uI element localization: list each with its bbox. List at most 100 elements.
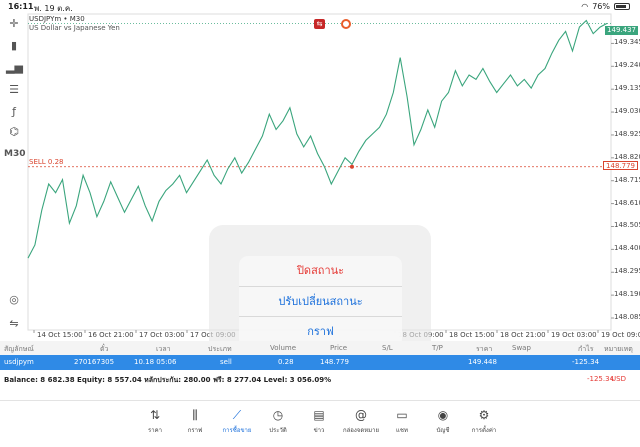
- col-sl: S/L: [382, 344, 393, 352]
- row-volume: 0.28: [278, 358, 294, 366]
- tab-mailbox[interactable]: @ กล่องจดหมาย: [341, 407, 381, 435]
- sell-price-tag: 148.779: [603, 161, 638, 170]
- tab-settings[interactable]: ⚙ การตั้งค่า: [464, 407, 504, 435]
- account-icon: ◉: [437, 408, 449, 422]
- position-row[interactable]: usdjpym 270167305 10.18 05:06 sell 0.28 …: [0, 355, 640, 370]
- battery-percent: 76%: [592, 2, 610, 11]
- quotes-icon: ⇅: [149, 408, 161, 422]
- tab-chart[interactable]: ⫼ กราฟ: [175, 407, 215, 435]
- price-series-line: [27, 19, 608, 259]
- bottom-tab-bar: ⇅ ราคา ⫼ กราฟ ⟋ การซื้อขาย ◷ ประวัติ ▤ ข่าว @…: [0, 400, 640, 447]
- trading-view-icon[interactable]: ◎: [9, 293, 19, 306]
- x-tick-label: 16 Oct 21:00: [88, 331, 134, 339]
- chart-symbol: USDJPYm • M30: [29, 15, 85, 23]
- col-current: ราคา: [476, 345, 493, 353]
- status-time: 16:11: [8, 2, 34, 11]
- x-tick-label: 19 Oct 09:00: [601, 331, 640, 339]
- col-swap: Swap: [512, 344, 531, 352]
- mailbox-icon: @: [355, 408, 367, 422]
- settings-icon: ⚙: [478, 408, 490, 422]
- col-symbol: สัญลักษณ์: [4, 345, 34, 353]
- x-tick-label: 17 Oct 03:00: [139, 331, 185, 339]
- y-tick-label: 148.505: [614, 221, 640, 230]
- col-ticket: ตั๋ว: [100, 345, 109, 353]
- y-tick-label: 148.820: [614, 152, 640, 161]
- chart-header: USDJPYm • M30 US Dollar vs Japanese Yen: [29, 15, 120, 33]
- total-profit: -125.34: [586, 375, 614, 383]
- balance-text: Balance: 8 682.38 Equity: 8 557.04 หลักป…: [4, 376, 332, 384]
- row-time: 10.18 05:06: [134, 358, 177, 366]
- row-type: sell: [220, 358, 232, 366]
- chart-icon: ⫼: [192, 408, 198, 422]
- row-ticket: 270167305: [74, 358, 115, 366]
- row-current: 149.448: [468, 358, 497, 366]
- shapes-icon[interactable]: ⌬: [9, 125, 19, 138]
- sell-order-label: SELL 0.28: [29, 158, 64, 166]
- y-tick-label: 148.925: [614, 129, 640, 138]
- chart-description: US Dollar vs Japanese Yen: [29, 24, 120, 32]
- chart-button[interactable]: กราฟ: [307, 325, 334, 339]
- tab-news[interactable]: ▤ ข่าว: [299, 407, 339, 435]
- tab-chart-label: กราฟ: [187, 427, 203, 434]
- col-price: Price: [330, 344, 348, 352]
- x-tick-label: 18 Oct 15:00: [449, 331, 495, 339]
- position-action-sheet: ปิดสถานะ ปรับเปลี่ยนสถานะ กราฟ: [239, 256, 402, 348]
- tab-chat[interactable]: ▭ แชท: [382, 407, 422, 435]
- tab-history-label: ประวัติ: [269, 427, 287, 434]
- candles-icon[interactable]: ▮: [10, 39, 18, 52]
- positions-table-header: สัญลักษณ์ ตั๋ว เวลา ประเภท Volume Price …: [0, 341, 640, 355]
- tab-account-label: บัญชี: [436, 427, 450, 434]
- tab-history[interactable]: ◷ ประวัติ: [258, 407, 298, 435]
- col-tp: T/P: [432, 344, 443, 352]
- y-tick-label: 149.030: [614, 107, 640, 116]
- y-tick-label: 148.610: [614, 198, 640, 207]
- col-time: เวลา: [156, 345, 171, 353]
- flag-icon[interactable]: ⇆: [314, 19, 325, 29]
- crosshair-icon[interactable]: ✛: [9, 17, 19, 30]
- tab-chat-label: แชท: [396, 427, 408, 434]
- chart-indicators: ⇆: [314, 19, 351, 29]
- battery-fill: [616, 5, 626, 8]
- tab-trade-label: การซื้อขาย: [222, 427, 252, 434]
- y-tick-label: 148.715: [614, 175, 640, 184]
- account-summary: Balance: 8 682.38 Equity: 8 557.04 หลักป…: [0, 372, 640, 386]
- chart-toolbar: ✛ ▮ ▂▅ ☰ ƒ ⌬ M30 ◎ ⇋: [0, 14, 28, 330]
- status-bar: 16:11 พ. 19 ต.ค. ◠ 76%: [0, 0, 640, 14]
- tab-quotes-label: ราคา: [148, 427, 162, 434]
- col-comment: หมายเหตุ: [604, 345, 633, 353]
- col-profit: กำไร: [578, 345, 594, 353]
- y-tick-label: 149.240: [614, 61, 640, 70]
- tab-trade[interactable]: ⟋ การซื้อขาย: [217, 407, 257, 435]
- tab-settings-label: การตั้งค่า: [471, 427, 497, 434]
- close-position-button[interactable]: ปิดสถานะ: [239, 256, 402, 287]
- account-currency: USD: [611, 375, 626, 383]
- news-icon: ▤: [313, 408, 325, 422]
- y-tick-label: 148.400: [614, 244, 640, 253]
- row-price: 148.779: [320, 358, 349, 366]
- tab-quotes[interactable]: ⇅ ราคา: [135, 407, 175, 435]
- tab-news-label: ข่าว: [313, 427, 325, 434]
- objects-icon[interactable]: ☰: [9, 83, 19, 96]
- x-tick-label: 19 Oct 03:00: [551, 331, 597, 339]
- indicator-f-icon[interactable]: ƒ: [12, 105, 16, 118]
- y-tick-label: 148.085: [614, 313, 640, 321]
- bars-icon[interactable]: ▂▅: [6, 61, 23, 74]
- tab-account[interactable]: ◉ บัญชี: [423, 407, 463, 435]
- refresh-circle-icon[interactable]: [341, 19, 351, 29]
- battery-icon: [614, 3, 630, 10]
- status-date: พ. 19 ต.ค.: [34, 4, 73, 13]
- timeframe-button[interactable]: M30: [4, 149, 26, 159]
- history-icon: ◷: [272, 408, 284, 422]
- row-profit: -125.34: [572, 358, 600, 366]
- chat-icon: ▭: [396, 408, 408, 422]
- y-tick-label: 149.345: [614, 38, 640, 47]
- x-tick-label: 18 Oct 21:00: [500, 331, 546, 339]
- modify-position-button[interactable]: ปรับเปลี่ยนสถานะ: [239, 287, 402, 318]
- status-right: ◠ 76%: [581, 2, 630, 11]
- tab-mailbox-label: กล่องจดหมาย: [342, 427, 380, 434]
- row-symbol: usdjpym: [4, 358, 34, 366]
- one-click-trade-icon[interactable]: ⇋: [9, 317, 19, 330]
- wifi-icon: ◠: [581, 2, 589, 11]
- current-price-tag: 149.437: [605, 26, 638, 35]
- order-entry-marker: [349, 164, 354, 169]
